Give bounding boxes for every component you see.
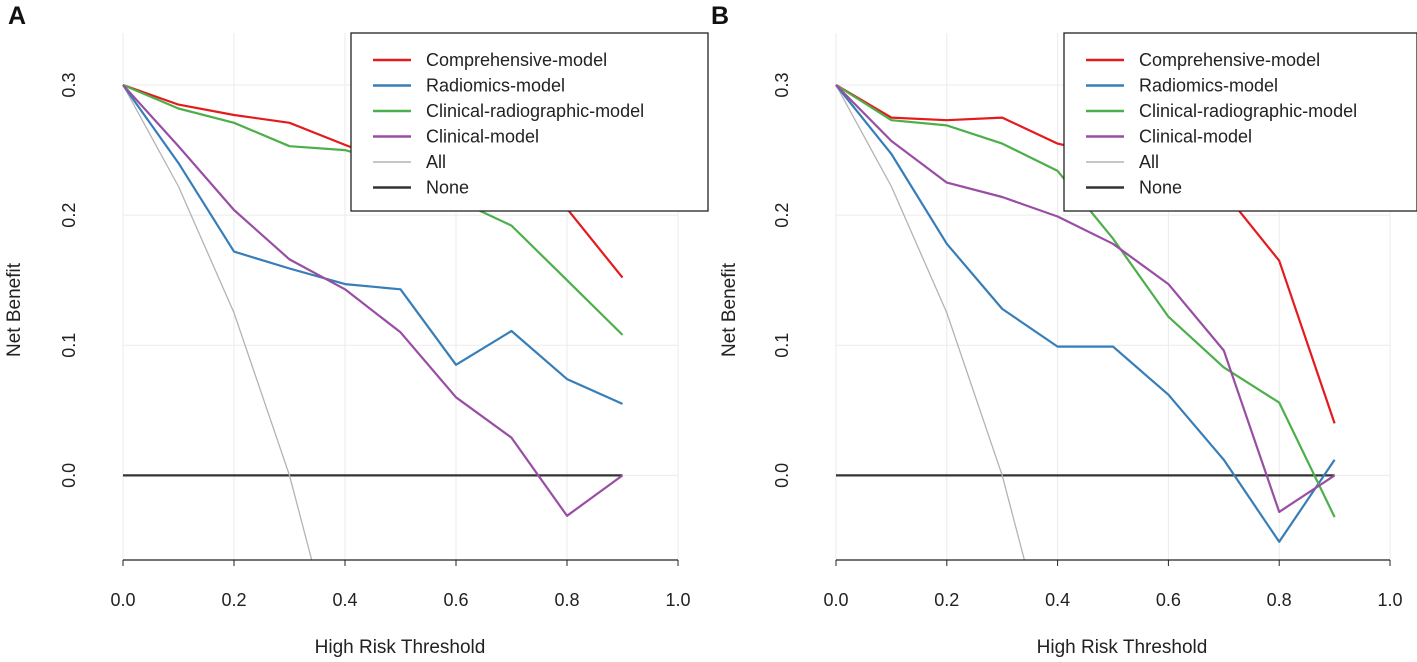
y-axis-title: Net Benefit xyxy=(4,262,25,357)
x-tick-label: 0.6 xyxy=(443,590,468,610)
series-line-radiomics-model xyxy=(835,84,1336,543)
y-tick-label: 0.0 xyxy=(772,463,792,488)
x-tick-label: 0.6 xyxy=(1156,590,1181,610)
y-tick-label: 0.0 xyxy=(59,463,79,488)
x-tick-label: 0.2 xyxy=(221,590,246,610)
x-tick-label: 0.4 xyxy=(332,590,357,610)
legend-label: None xyxy=(1139,178,1182,198)
y-tick-label: 0.3 xyxy=(59,73,79,98)
x-axis-title: High Risk Threshold xyxy=(1037,637,1208,658)
series-line-all xyxy=(835,84,1026,560)
x-axis-title: High Risk Threshold xyxy=(315,637,486,658)
chart-panel-a: 0.0 0.2 0.4 0.6 0.8 1.0 0.0 0.1 0.2 0.3 High Risk … xyxy=(4,2,709,658)
legend-label: Comprehensive-model xyxy=(426,50,607,70)
x-tick-label: 0.4 xyxy=(1045,590,1070,610)
legend-label: Clinical-radiographic-model xyxy=(426,101,644,121)
series-line-clinical-model xyxy=(122,84,624,517)
y-tick-label: 0.2 xyxy=(772,203,792,228)
y-tick-label: 0.1 xyxy=(59,333,79,358)
x-tick-label: 0.0 xyxy=(823,590,848,610)
x-tick-label: 0.0 xyxy=(110,590,135,610)
y-tick-label: 0.1 xyxy=(772,333,792,358)
legend-label: Radiomics-model xyxy=(1139,76,1278,96)
legend-label: Clinical-radiographic-model xyxy=(1139,101,1357,121)
x-tick-label: 1.0 xyxy=(1377,590,1402,610)
series-line-clinical-model xyxy=(835,84,1336,513)
legend: Comprehensive-model Radiomics-model Clinic… xyxy=(1063,32,1417,212)
x-tick-label: 0.8 xyxy=(554,590,579,610)
series-line-radiomics-model xyxy=(122,84,623,405)
x-tick-label: 1.0 xyxy=(665,590,690,610)
y-tick-label: 0.2 xyxy=(59,203,79,228)
legend-box xyxy=(350,32,709,212)
panel-label: A xyxy=(8,2,26,30)
y-axis-title: Net Benefit xyxy=(719,262,740,357)
legend-label: None xyxy=(426,178,469,198)
chart-panel-b: 0.0 0.2 0.4 0.6 0.8 1.0 0.0 0.1 0.2 0.3 High Risk … xyxy=(711,2,1417,658)
x-tick-label: 0.8 xyxy=(1267,590,1292,610)
legend-label: Clinical-model xyxy=(426,127,539,147)
legend-box xyxy=(1063,32,1417,212)
panel-label: B xyxy=(711,2,729,30)
legend: Comprehensive-model Radiomics-model Clinic… xyxy=(350,32,709,212)
legend-label: All xyxy=(426,152,446,172)
legend-label: Comprehensive-model xyxy=(1139,50,1320,70)
legend-label: All xyxy=(1139,152,1159,172)
legend-label: Radiomics-model xyxy=(426,76,565,96)
x-tick-label: 0.2 xyxy=(934,590,959,610)
legend-label: Clinical-model xyxy=(1139,127,1252,147)
series-line-all xyxy=(122,84,313,560)
y-tick-label: 0.3 xyxy=(772,73,792,98)
